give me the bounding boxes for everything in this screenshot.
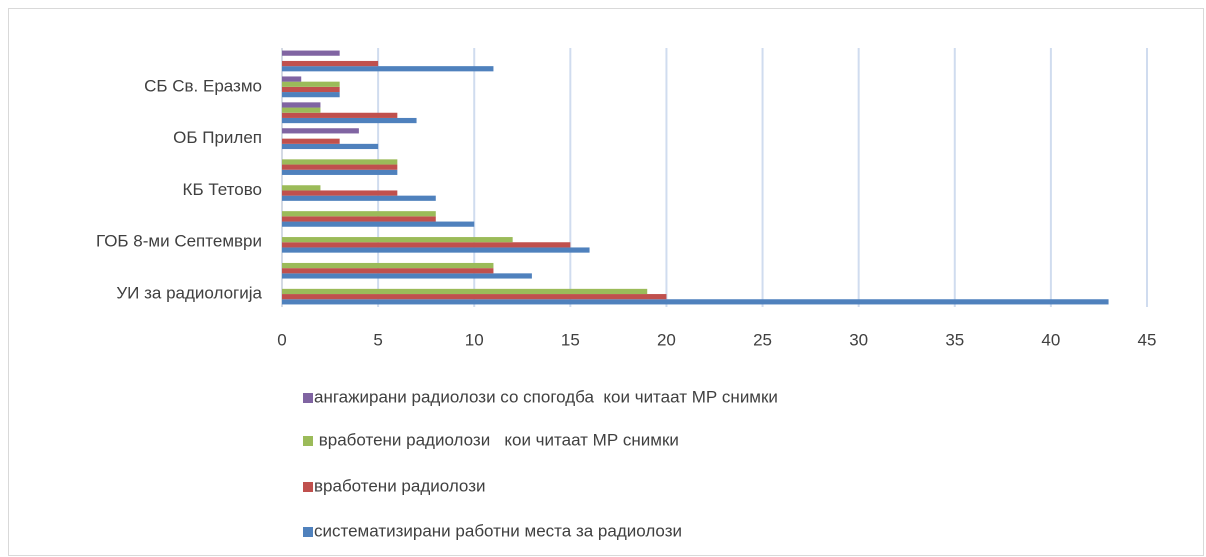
legend-swatch (303, 393, 313, 403)
legend-swatch (303, 436, 313, 446)
bar (282, 299, 1109, 305)
x-tick-label: 30 (849, 330, 868, 349)
legend-label: систематизирани работни места за радиоло… (314, 521, 682, 540)
x-tick-label: 20 (657, 330, 676, 349)
bar (282, 221, 475, 227)
bar (282, 185, 321, 191)
x-tick-label: 35 (945, 330, 964, 349)
bar (282, 288, 648, 295)
bar (282, 138, 340, 144)
bar (282, 237, 513, 243)
bar (282, 102, 321, 108)
bar (282, 211, 436, 217)
bar (282, 128, 359, 134)
y-tick-label: ОБ Прилеп (173, 128, 262, 147)
y-tick-label: СБ Св. Еразмо (144, 76, 262, 95)
bar (282, 268, 494, 274)
bar (282, 216, 436, 222)
bar (282, 60, 379, 67)
bar (282, 294, 667, 300)
y-tick-label: ГОБ 8-ми Септември (96, 232, 262, 251)
bar (282, 50, 340, 56)
bar (282, 247, 590, 253)
bar (282, 190, 398, 196)
bar (282, 262, 494, 269)
y-tick-label: КБ Тетово (183, 180, 262, 199)
legend-swatch (303, 482, 313, 492)
bar (282, 169, 398, 175)
bar (282, 76, 302, 82)
legend-swatch (303, 527, 313, 537)
x-tick-label: 45 (1138, 330, 1157, 349)
legend-label: ангажирани радиолози со спогодба кои чит… (314, 387, 778, 406)
bar (282, 92, 340, 98)
x-tick-label: 25 (753, 330, 772, 349)
chart-border (8, 8, 1204, 556)
bar (282, 86, 340, 93)
bar (282, 242, 571, 248)
x-tick-label: 15 (561, 330, 580, 349)
bar (282, 81, 340, 87)
bar (282, 164, 398, 170)
bar (282, 159, 398, 165)
bar (282, 195, 436, 201)
bar (282, 112, 398, 118)
y-tick-label: УИ за радиологија (116, 284, 262, 303)
x-tick-label: 0 (277, 330, 286, 349)
bar (282, 117, 417, 124)
bar (282, 66, 494, 72)
bar (282, 143, 379, 150)
x-tick-label: 5 (373, 330, 382, 349)
bar (282, 107, 321, 113)
x-tick-label: 10 (465, 330, 484, 349)
legend-label: вработени радиолози кои читаат МР снимки (314, 430, 679, 449)
bar (282, 273, 532, 279)
legend-label: вработени радиолози (314, 476, 486, 495)
x-tick-label: 40 (1041, 330, 1060, 349)
